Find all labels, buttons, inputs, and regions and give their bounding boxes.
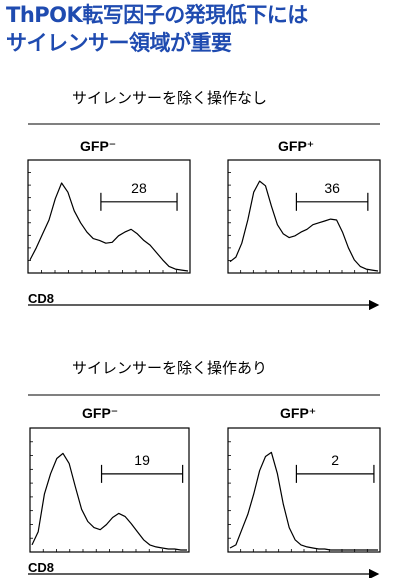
figure-title-line-1: ThPOK転写因子の発現低下には (6, 3, 308, 27)
panel-frame (227, 159, 381, 274)
histogram-curve (29, 182, 189, 272)
gate-percentage: 28 (131, 180, 147, 196)
gate-percentage: 2 (331, 452, 339, 468)
axis-label-cd8-top: CD8 (28, 291, 54, 306)
gate-percentage: 36 (324, 180, 340, 196)
panel-4-label: GFP⁺ (280, 405, 316, 421)
axis-label-cd8-bottom: CD8 (28, 560, 54, 575)
section-2-heading: サイレンサーを除く操作あり (72, 359, 267, 377)
panel-frame (29, 427, 190, 553)
section-1-heading: サイレンサーを除く操作なし (72, 89, 267, 107)
panel-2-label: GFP⁺ (278, 138, 314, 154)
histogram-panel-4: 2 (227, 427, 381, 553)
histogram-curve (229, 451, 378, 551)
histogram-curve (31, 452, 187, 551)
histogram-panel-1: 28 (27, 159, 191, 274)
panel-1-label: GFP⁻ (80, 138, 116, 154)
panel-frame (227, 427, 381, 553)
panel-3-label: GFP⁻ (82, 405, 118, 421)
gate-percentage: 19 (134, 452, 150, 468)
figure-title-line-2: サイレンサー領域が重要 (6, 31, 232, 55)
panel-frame (27, 159, 191, 274)
histogram-panel-3: 19 (29, 427, 190, 553)
histogram-curve (229, 180, 379, 272)
histogram-panel-2: 36 (227, 159, 381, 274)
